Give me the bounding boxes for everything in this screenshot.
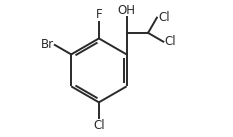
Text: Cl: Cl bbox=[158, 11, 170, 24]
Text: F: F bbox=[96, 8, 102, 22]
Text: Cl: Cl bbox=[164, 35, 176, 48]
Text: Br: Br bbox=[41, 38, 54, 52]
Text: OH: OH bbox=[118, 4, 136, 17]
Text: Cl: Cl bbox=[93, 119, 105, 132]
